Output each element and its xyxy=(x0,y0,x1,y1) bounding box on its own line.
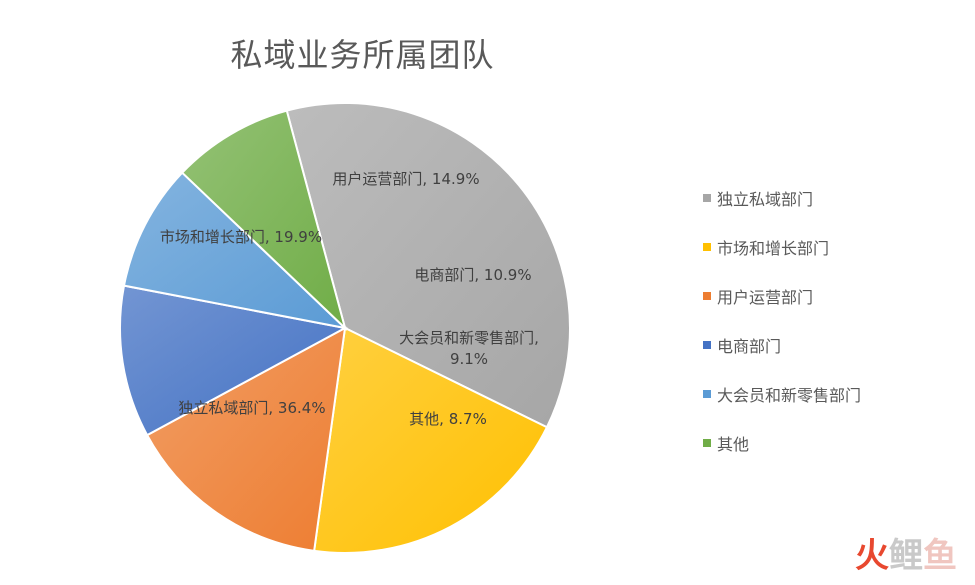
pie-slice-1 xyxy=(285,102,571,429)
legend-item-5: 大会员和新零售部门 xyxy=(703,369,861,418)
slice-label-3: 用户运营部门, 14.9% xyxy=(332,170,479,188)
watermark-char-1: 火 xyxy=(855,536,889,576)
pie-slice-4 xyxy=(119,284,348,437)
legend-label: 市场和增长部门 xyxy=(717,238,830,258)
legend-item-1: 独立私域部门 xyxy=(703,173,861,222)
pie-slice-2 xyxy=(313,326,549,554)
legend-swatch xyxy=(703,340,711,349)
chart-legend: 独立私域部门 市场和增长部门 用户运营部门 电商部门大会员和新零售部门 其他 xyxy=(703,173,861,467)
legend-label: 用户运营部门 xyxy=(717,287,814,307)
legend-swatch xyxy=(703,389,711,398)
pie-slice-5 xyxy=(122,171,349,330)
legend-label: 其他 xyxy=(717,434,750,454)
legend-swatch xyxy=(703,242,711,251)
slice-label-4: 电商部门, 10.9% xyxy=(414,266,531,284)
legend-item-2: 市场和增长部门 xyxy=(703,222,861,271)
watermark-char-3: 鱼 xyxy=(923,536,957,576)
legend-swatch xyxy=(703,291,711,300)
legend-swatch xyxy=(703,438,711,447)
watermark-char-2: 鲤 xyxy=(889,536,923,576)
slice-label-1: 独立私域部门, 36.4% xyxy=(178,399,325,417)
legend-item-4: 电商部门 xyxy=(703,320,861,369)
slice-label-6: 其他, 8.7% xyxy=(409,410,487,428)
legend-swatch xyxy=(703,193,711,202)
legend-label: 大会员和新零售部门 xyxy=(717,385,862,405)
pie-slice-3 xyxy=(145,326,347,553)
chart-title: 私域业务所属团队 xyxy=(230,36,495,74)
slice-label-5: 大会员和新零售部门, 9.1% xyxy=(399,329,539,368)
slice-label-2: 市场和增长部门, 19.9% xyxy=(160,228,322,246)
legend-label: 独立私域部门 xyxy=(717,189,814,209)
legend-item-3: 用户运营部门 xyxy=(703,271,861,320)
legend-label: 电商部门 xyxy=(717,336,782,356)
legend-item-6: 其他 xyxy=(703,418,861,467)
watermark-logo: 火鲤鱼 xyxy=(855,528,957,577)
pie-slice-6 xyxy=(180,109,347,332)
